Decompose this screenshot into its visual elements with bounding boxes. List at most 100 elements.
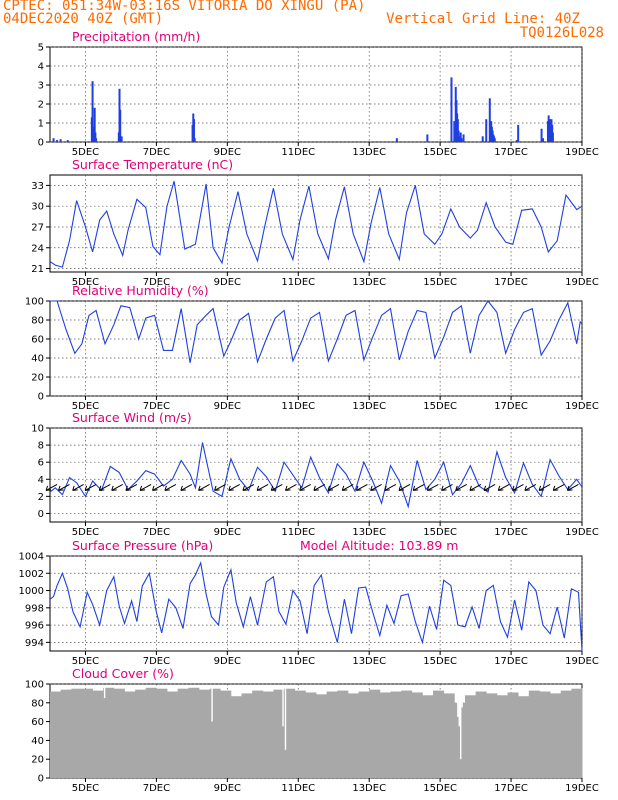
panel-4-xtick-label: 17DEC — [494, 527, 528, 538]
panel-1-bar — [540, 128, 543, 142]
panel-2-series-line — [49, 181, 583, 268]
panel-6-bar — [188, 687, 200, 778]
panel-3-series-line — [50, 300, 583, 364]
panel-6-bar — [358, 691, 370, 778]
panel-6-bar — [528, 690, 540, 778]
panel-6-bar — [209, 688, 221, 778]
panel-1-xtick-label: 17DEC — [494, 147, 528, 158]
panel-5-ytick-label: 998 — [25, 603, 44, 614]
panel-6-bar — [411, 692, 423, 778]
panel-4-wind-arrowhead — [497, 485, 504, 491]
panel-4-wind-vector — [139, 483, 152, 491]
panel-4-wind-arrowhead — [58, 485, 64, 491]
panel-6-bar — [337, 690, 349, 778]
panel-1-bar — [94, 132, 97, 142]
panel-1-xtick-label: 19DEC — [565, 147, 599, 158]
panel-6-bar — [433, 690, 445, 778]
panel-4-wind-arrowhead — [355, 485, 362, 491]
panel-6-bar — [71, 688, 83, 778]
panel-2-ytick-label: 33 — [31, 181, 44, 192]
panel-6-bar — [507, 692, 519, 778]
panel-4-wind-arrowhead — [180, 485, 186, 491]
panel-4-wind-arrowhead — [270, 485, 277, 491]
panel-1-xtick-label: 9DEC — [214, 147, 241, 158]
panel-1-bar — [395, 138, 398, 142]
panel-4-wind-vector — [538, 483, 551, 491]
panel-6-ytick-label: 40 — [31, 736, 44, 747]
panel-5-series-line — [49, 561, 583, 652]
panel-6-dip — [461, 686, 463, 708]
panel-1-bar — [193, 138, 196, 142]
panel-4-wind-vector — [412, 483, 425, 491]
panel-1-bar — [488, 98, 491, 142]
panel-6-bar — [50, 691, 62, 778]
panel-1-bar — [485, 119, 488, 142]
panel-6-bar — [454, 702, 466, 778]
panel-4-wind-vector — [455, 483, 467, 491]
panel-6-bar — [316, 694, 328, 778]
panel-1-bar — [52, 138, 55, 142]
panel-5-xtick-label: 19DEC — [565, 656, 599, 667]
panel-6-bar — [560, 690, 572, 778]
panel-3-ytick-label: 80 — [31, 316, 44, 327]
panel-1-bar — [450, 77, 453, 142]
panel-6-bar — [369, 689, 381, 778]
panel-2-ytick-label: 24 — [31, 243, 44, 254]
panel-6-dip — [103, 686, 106, 699]
panel-6-xtick-label: 5DEC — [72, 783, 99, 794]
panel-4-wind-arrowhead — [98, 485, 105, 491]
panel-3-xtick-label: 13DEC — [352, 401, 386, 412]
panel-6-bar — [156, 688, 168, 778]
panel-4-wind-vector — [553, 483, 565, 491]
panel-4-wind-vector — [313, 483, 326, 491]
panel-4-ytick-label: 6 — [38, 458, 44, 469]
panel-6-bar — [177, 688, 189, 778]
panel-4-wind-arrowhead — [469, 485, 475, 491]
panel-6-bar — [475, 691, 487, 778]
panel-4-wind-arrowhead — [524, 485, 530, 491]
panel-4-wind-arrowhead — [441, 485, 447, 491]
panel-5-ytick-label: 1000 — [19, 586, 44, 597]
panel-4-wind-arrowhead — [538, 485, 545, 491]
panel-4-xtick-label: 19DEC — [565, 527, 599, 538]
panel-4-wind-vector — [152, 483, 164, 491]
panel-4-wind-vector — [125, 483, 138, 491]
panel-4-wind-vector — [214, 483, 226, 491]
panel-5-frame — [49, 555, 583, 652]
panel-4-wind-arrowhead — [455, 485, 461, 491]
panel-4-wind-vector — [441, 483, 453, 491]
panel-3-ytick-label: 60 — [31, 335, 44, 346]
panel-4-wind-vector — [384, 483, 397, 491]
panel-6-xtick-label: 19DEC — [565, 783, 599, 794]
panel-1-bar — [493, 138, 496, 142]
panel-1-ytick-label: 2 — [38, 100, 44, 111]
panel-6-bar — [92, 690, 104, 778]
panel-4-wind-arrowhead — [45, 485, 52, 491]
panel-5-xtick-label: 5DEC — [72, 656, 99, 667]
panel-4-wind-vector — [356, 483, 368, 491]
panel-6-bar — [518, 696, 530, 778]
panel-4-wind-arrowhead — [327, 485, 334, 491]
panel-1-ytick-label: 4 — [38, 62, 44, 73]
panel-6-ytick-label: 20 — [31, 755, 44, 766]
panel-1-bar — [192, 119, 195, 142]
panel-1-ytick-label: 5 — [38, 43, 44, 54]
panel-4-ytick-label: 10 — [31, 424, 44, 435]
panel-4-wind-arrowhead — [299, 485, 305, 491]
panel-1-bar — [119, 109, 122, 142]
panel-2-xtick-label: 5DEC — [72, 277, 99, 288]
panel-1-frame — [49, 46, 583, 143]
panel-6-bar — [582, 687, 583, 778]
panel-6-xtick-label: 9DEC — [214, 783, 241, 794]
panel-5-xtick-label: 13DEC — [352, 656, 386, 667]
panel-4-wind-arrowhead — [512, 485, 518, 491]
panel-6-bar — [496, 695, 508, 778]
panel-5-xtick-label: 7DEC — [143, 656, 170, 667]
panel-5-ytick-label: 1002 — [19, 569, 44, 580]
panel-4-xtick-label: 15DEC — [423, 527, 457, 538]
panel-5-ytick-label: 994 — [25, 638, 44, 649]
panel-4-wind-arrowhead — [384, 485, 390, 491]
panel-4-wind-arrowhead — [111, 485, 117, 491]
panel-1-bar — [95, 138, 98, 142]
